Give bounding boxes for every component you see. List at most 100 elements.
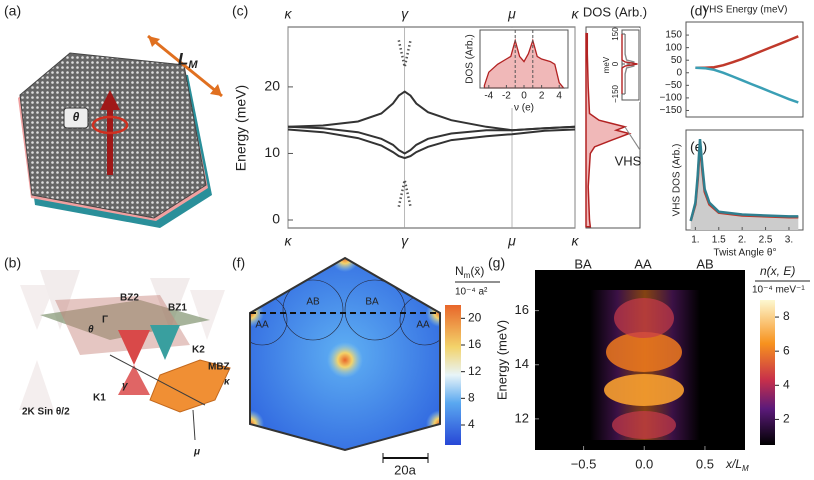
panel-label: (c) — [232, 3, 248, 19]
region-label: AB — [696, 256, 713, 271]
region-label: AA — [416, 320, 430, 331]
region-label: AA — [255, 320, 269, 331]
y-axis-label: DOS (Arb.) — [465, 34, 476, 83]
x-tick-label: 2 — [539, 91, 545, 102]
vhs-dos-line — [689, 138, 799, 222]
diagram-label: BZ1 — [168, 303, 187, 314]
annotation-line — [624, 126, 641, 151]
colorbar-tick-label: 4 — [468, 417, 475, 431]
y-tick-label: 16 — [515, 302, 529, 317]
panel-label: (b) — [4, 255, 21, 271]
x-tick-label: μ — [507, 6, 516, 22]
annotation: VHS — [615, 153, 642, 168]
y-tick-label: 100 — [665, 42, 682, 53]
colorbar-tick-label: 4 — [783, 377, 790, 391]
colorbar-tick-label: 12 — [468, 364, 482, 378]
y-tick-label: −100 — [659, 93, 682, 104]
y-tick-label: 10 — [264, 144, 280, 160]
x-axis-label: x/LM — [725, 457, 749, 473]
chart-title: DOS (Arb.) — [583, 4, 647, 19]
dos-line — [624, 34, 635, 94]
diagram-label: BZ2 — [120, 293, 139, 304]
region-label: BA — [574, 256, 592, 271]
dos-area — [483, 38, 565, 89]
colorbar-tick-label: 20 — [468, 311, 482, 325]
colorbar-tick-label: 2 — [783, 412, 790, 426]
x-tick-label: -4 — [484, 91, 493, 102]
panel-label: (a) — [4, 3, 21, 19]
y-axis-label: VHS DOS (Arb.) — [672, 144, 683, 217]
y-tick-label: 50 — [671, 55, 683, 66]
colorbar-tick-label: 8 — [783, 309, 790, 323]
x-tick-label: γ — [401, 6, 409, 22]
ldos-map — [535, 270, 775, 450]
diagram-label: K1 — [93, 393, 106, 404]
y-tick-label: 150 — [611, 27, 620, 41]
band-line — [397, 40, 412, 68]
dos-line — [621, 34, 638, 94]
x-tick-label: 3. — [785, 235, 793, 246]
vhs-energy-line — [695, 66, 799, 104]
colorbar-title-rest: (x̄) — [470, 264, 484, 278]
y-axis-label: meV — [602, 56, 611, 73]
y-tick-label: −150 — [611, 84, 620, 103]
colorbar-title: Nm(x̄) — [455, 264, 484, 280]
x-tick-label: 2.5 — [759, 235, 773, 246]
region-label: BA — [365, 297, 379, 308]
y-tick-label: 0 — [272, 211, 280, 227]
x-axis-label: ν (e) — [514, 103, 534, 114]
diagram-label: K2 — [192, 345, 205, 356]
chart-title: VHS Energy (meV) — [702, 5, 787, 16]
colorbar-title: n(x, E) — [760, 264, 795, 278]
y-tick-label: 150 — [665, 30, 682, 41]
panel-b-illustration — [19, 270, 231, 441]
y-tick-label: 12 — [515, 410, 529, 425]
y-tick-label: 0 — [676, 67, 682, 78]
x-tick-label: 0 — [521, 91, 527, 102]
diagram-label: MBZ — [208, 362, 230, 373]
y-axis-label: Energy (meV) — [233, 85, 249, 171]
panel-label: (f) — [232, 255, 245, 271]
panel-label: (g) — [488, 255, 505, 271]
scale-bar-label: 20a — [394, 462, 416, 477]
y-tick-label: 0 — [611, 61, 620, 66]
x-tick-label: κ — [285, 6, 293, 22]
band-line — [397, 179, 412, 207]
band-line — [287, 90, 576, 132]
x-tick-label: 1. — [691, 235, 699, 246]
x-tick-label: 4 — [556, 91, 562, 102]
x-tick-label: γ — [401, 233, 409, 249]
colorbar-title-subscript: m — [464, 271, 471, 280]
diagram-label: κ — [224, 377, 231, 388]
dos-area — [585, 32, 632, 228]
x-tick-label: −0.5 — [571, 456, 597, 471]
plot-frame — [685, 21, 804, 118]
colorbar-unit: 10⁻⁴ meV⁻¹ — [752, 285, 805, 296]
y-tick-label: −50 — [665, 80, 682, 91]
x-tick-label: 1.5 — [712, 235, 726, 246]
x-tick-label: κ — [285, 233, 293, 249]
twist-label: θ — [73, 110, 80, 124]
plot-frame — [621, 29, 640, 101]
x-axis-label-subscript: M — [742, 464, 749, 473]
colorbar-unit: 10⁻⁴ a² — [455, 287, 488, 298]
panel-label: (d) — [690, 3, 707, 19]
colorbar-tick-label: 6 — [783, 343, 790, 357]
vhs-energy-line — [695, 35, 799, 69]
y-tick-label: 20 — [264, 78, 280, 94]
band-line — [287, 128, 576, 160]
y-tick-label: 14 — [515, 356, 529, 371]
length-label: LM — [178, 49, 198, 70]
region-label: AB — [306, 297, 320, 308]
vhs-dos-area — [690, 139, 799, 230]
diagram-label: 2K Sin θ/2 — [22, 407, 70, 418]
colorbar-tick-label: 16 — [468, 337, 482, 351]
x-tick-label: 2. — [738, 235, 746, 246]
x-axis-label: Twist Angle θ° — [714, 248, 777, 259]
x-tick-label: -2 — [502, 91, 511, 102]
y-tick-label: −150 — [659, 105, 682, 116]
x-tick-label: 0.5 — [696, 456, 714, 471]
diagram-label: γ — [122, 381, 129, 392]
y-axis-label: Energy (meV) — [494, 320, 509, 400]
